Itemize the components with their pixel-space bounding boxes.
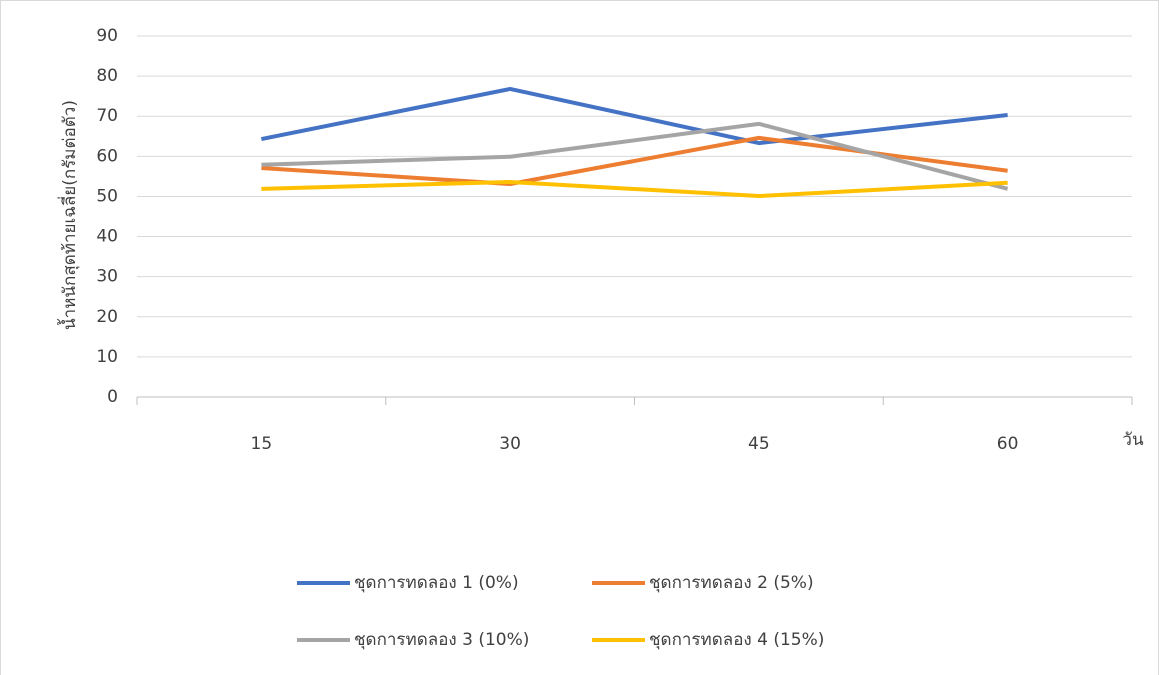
y-tick-label: 60 bbox=[96, 146, 118, 166]
y-tick-label: 10 bbox=[96, 347, 118, 367]
x-tick-label: 15 bbox=[251, 434, 273, 454]
y-tick-label: 50 bbox=[96, 186, 118, 206]
y-tick-label: 70 bbox=[96, 106, 118, 126]
y-tick-label: 0 bbox=[107, 387, 118, 407]
legend-label: ชุดการทดลอง 3 (10%) bbox=[354, 630, 529, 650]
series-line bbox=[261, 180, 1008, 199]
x-tick-label: 60 bbox=[997, 434, 1019, 454]
x-axis-title: วัน bbox=[1122, 430, 1144, 450]
legend-label: ชุดการทดลอง 1 (0%) bbox=[354, 573, 519, 593]
y-tick-label: 40 bbox=[96, 227, 118, 247]
y-tick-label: 20 bbox=[96, 307, 118, 327]
legend-label: ชุดการทดลอง 2 (5%) bbox=[649, 573, 814, 593]
series-line bbox=[261, 121, 1009, 191]
y-tick-label: 30 bbox=[96, 267, 118, 287]
legend-label: ชุดการทดลอง 4 (15%) bbox=[649, 630, 824, 650]
y-tick-label: 90 bbox=[96, 26, 118, 46]
y-tick-label: 80 bbox=[96, 66, 118, 86]
x-tick-label: 30 bbox=[499, 434, 521, 454]
series-line bbox=[260, 86, 1008, 146]
y-axis-title: น้ำหนักสุดท้ายเฉลี่ย(กรัมต่อตัว) bbox=[57, 100, 80, 330]
x-tick-label: 45 bbox=[748, 434, 770, 454]
